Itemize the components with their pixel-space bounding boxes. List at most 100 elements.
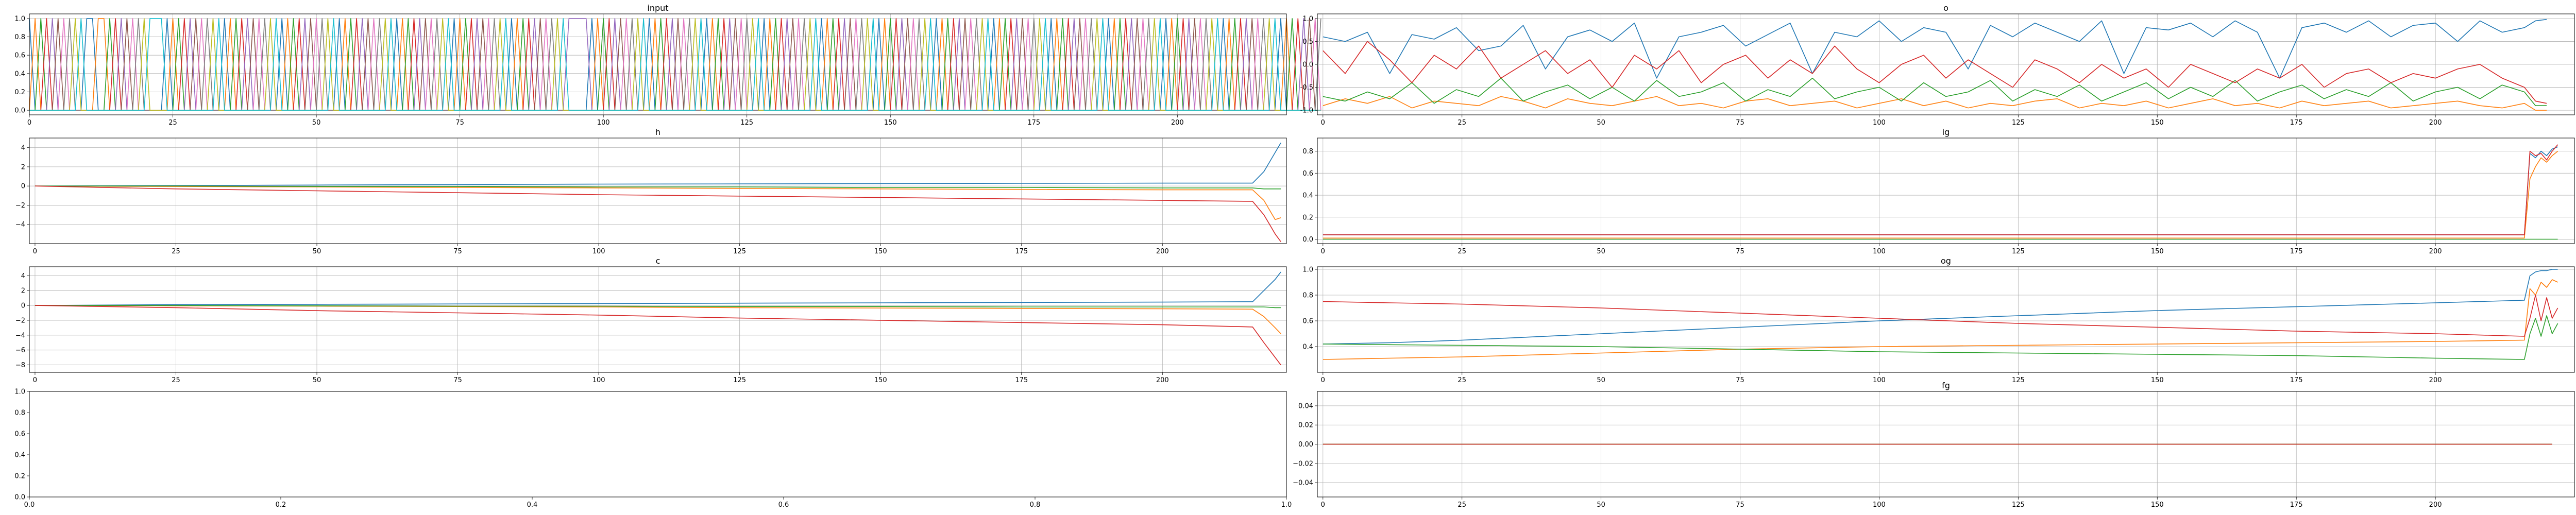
subplot-o: o 0 25 50 75 100 125 150 175 200 -1.0 -0.5 0.0 0.5 1.0 <box>1300 3 2575 127</box>
series-3-line <box>1323 77 2547 106</box>
y-tick-label: 0.5 <box>1302 38 1313 46</box>
x-tick-label: 150 <box>2151 376 2164 384</box>
series-2-line <box>1323 96 2547 111</box>
x-tick-label: 75 <box>1736 501 1744 509</box>
x-tick-label: 25 <box>168 119 177 127</box>
x-tick-label: 175 <box>2290 119 2303 127</box>
subplot-h: h 0 25 50 75 100 125 150 175 200 −4 −2 0 2 4 <box>15 127 1287 255</box>
subplot-title: o <box>1943 3 1948 13</box>
x-tick-label: 0 <box>33 376 37 384</box>
x-tick-label: 125 <box>740 119 753 127</box>
x-tick-label: 200 <box>2429 501 2442 509</box>
x-tick-label: 100 <box>1873 376 1886 384</box>
x-tick-label: 0.8 <box>1030 501 1041 509</box>
x-tick-label: 125 <box>2012 501 2025 509</box>
x-tick-label: 100 <box>597 119 610 127</box>
series-4-line <box>35 305 1281 366</box>
y-tick-label: −2 <box>15 317 25 324</box>
x-tick-label: 150 <box>2151 501 2164 509</box>
x-tick-label: 150 <box>2151 248 2164 255</box>
subplot-title: fg <box>1942 381 1950 390</box>
y-tick-label: 0.0 <box>1302 61 1313 69</box>
subplot-title: og <box>1941 256 1951 266</box>
x-tick-label: 0.4 <box>527 501 538 509</box>
y-tick-label: 2 <box>21 163 25 171</box>
y-tick-label: -0.5 <box>1300 84 1313 92</box>
y-tick-label: -1.0 <box>1300 107 1313 115</box>
y-tick-label: 0.4 <box>14 70 25 78</box>
series-4-line <box>1323 295 2558 337</box>
x-tick-label: 125 <box>2012 248 2025 255</box>
y-tick-label: 0.8 <box>14 33 25 41</box>
x-tick-label: 25 <box>1458 248 1466 255</box>
x-tick-label: 25 <box>1458 119 1466 127</box>
axes-frame <box>29 138 1287 244</box>
x-tick-label: 100 <box>592 376 605 384</box>
subplot-fg: fg 0 25 50 75 100 125 150 175 200 −0.04 −0.02 0.00 0.… <box>1293 381 2575 509</box>
x-tick-label: 175 <box>2290 501 2303 509</box>
x-tick-label: 125 <box>2012 119 2025 127</box>
series-1-line <box>35 271 1281 306</box>
x-tick-label: 200 <box>2429 248 2442 255</box>
subplot-c: c 0 25 50 75 100 125 150 175 200 −8 −6 −4 −2 0 2 4 <box>15 256 1287 384</box>
y-tick-label: 0.4 <box>1302 344 1313 351</box>
x-tick-label: 0 <box>1321 119 1325 127</box>
series-4-line <box>1323 144 2558 235</box>
x-tick-label: 200 <box>2429 119 2442 127</box>
subplot-input: input 0 25 50 75 100 125 150 175 200 0.0 0.2 0.4 0.6 0… <box>14 3 1321 127</box>
x-tick-label: 50 <box>312 119 321 127</box>
y-tick-label: 0.8 <box>14 409 25 417</box>
y-tick-label: 0.02 <box>1298 422 1313 430</box>
x-tick-label: 175 <box>2290 248 2303 255</box>
y-tick-label: 0.6 <box>1302 170 1313 178</box>
x-tick-label: 75 <box>1736 248 1744 255</box>
series-2-line <box>35 185 1281 220</box>
input-channel-5-line <box>29 18 1321 111</box>
x-tick-label: 50 <box>313 248 321 255</box>
y-tick-label: −2 <box>15 202 25 210</box>
x-tick-label: 125 <box>733 248 746 255</box>
axes-frame <box>29 13 1287 115</box>
y-tick-label: 4 <box>21 144 25 152</box>
y-tick-label: 0.0 <box>14 494 25 502</box>
x-tick-label: 0 <box>1321 248 1325 255</box>
x-tick-label: 100 <box>1873 501 1886 509</box>
series-3-line <box>35 305 1281 308</box>
y-tick-label: 0.6 <box>1302 318 1313 325</box>
y-tick-label: 4 <box>21 272 25 280</box>
x-tick-label: 150 <box>2151 119 2164 127</box>
subplot-title: c <box>656 256 660 266</box>
y-tick-label: 1.0 <box>14 15 25 23</box>
x-tick-label: 50 <box>1597 376 1605 384</box>
subplot-empty: 0.0 0.2 0.4 0.6 0.8 1.0 0.0 0.2 0.4 0.6 0.8 1.0 <box>14 388 1292 509</box>
y-tick-label: 0.0 <box>1302 236 1313 244</box>
x-tick-label: 1.0 <box>1281 501 1292 509</box>
x-tick-label: 150 <box>884 119 897 127</box>
x-tick-label: 0 <box>27 119 31 127</box>
y-tick-label: −0.02 <box>1293 460 1313 468</box>
y-tick-label: 1.0 <box>1302 266 1313 274</box>
y-tick-label: 0.2 <box>1302 214 1313 221</box>
subplot-title: ig <box>1942 127 1950 137</box>
axes-frame <box>29 266 1287 373</box>
x-tick-label: 25 <box>172 376 180 384</box>
y-tick-label: −4 <box>15 221 25 229</box>
subplot-ig: ig 0 25 50 75 100 125 150 175 200 0.0 0.2 0.4 0.6 0.8 <box>1302 127 2575 255</box>
axes-frame <box>1317 13 2575 115</box>
y-tick-label: 0.0 <box>14 107 25 115</box>
y-tick-label: 0.6 <box>14 431 25 438</box>
x-tick-label: 0 <box>1321 376 1325 384</box>
subplot-title: input <box>647 3 668 13</box>
x-tick-label: 100 <box>1873 248 1886 255</box>
x-tick-label: 0 <box>33 248 37 255</box>
y-tick-label: 0.8 <box>1302 148 1313 156</box>
x-tick-label: 175 <box>1027 119 1040 127</box>
x-tick-label: 125 <box>2012 376 2025 384</box>
x-tick-label: 25 <box>172 248 180 255</box>
x-tick-label: 200 <box>1171 119 1184 127</box>
y-tick-label: 0.04 <box>1298 402 1313 410</box>
x-tick-label: 100 <box>592 248 605 255</box>
x-tick-label: 50 <box>313 376 321 384</box>
series-3-line <box>1323 315 2558 360</box>
x-tick-label: 200 <box>2429 376 2442 384</box>
